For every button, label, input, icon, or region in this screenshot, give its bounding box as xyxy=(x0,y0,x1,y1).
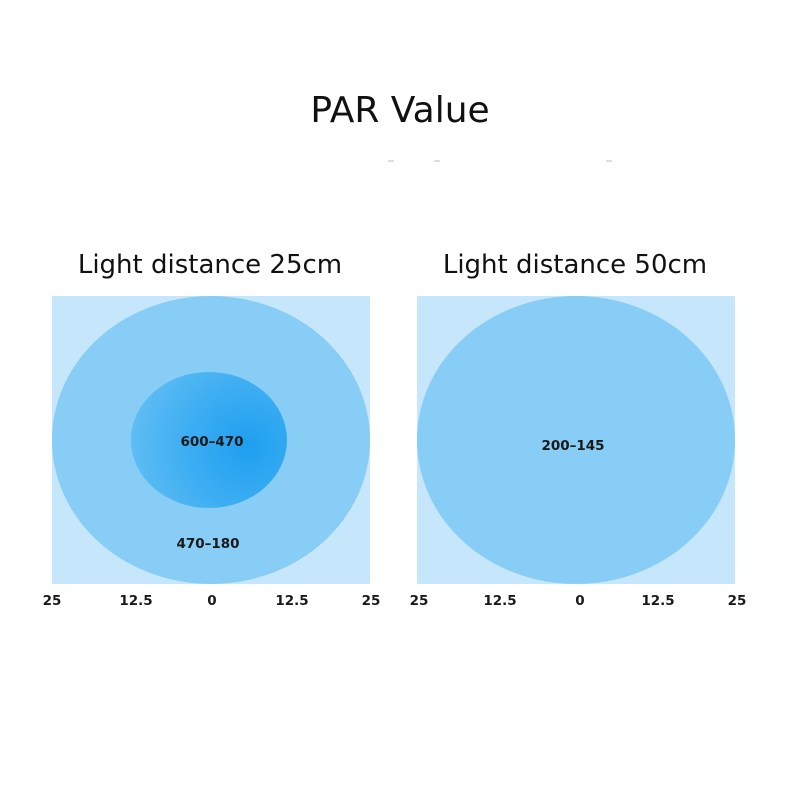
axis-tick: 12.5 xyxy=(119,593,153,609)
divider-dot xyxy=(606,160,612,162)
axis-tick: 25 xyxy=(361,593,381,609)
outer-zone-circle xyxy=(417,296,735,584)
axis-tick: 12.5 xyxy=(483,593,517,609)
divider-dots xyxy=(0,160,800,164)
axis-tick: 25 xyxy=(42,593,62,609)
par-plot-area: 200–145 xyxy=(417,296,735,584)
inner-zone-label: 600–470 xyxy=(180,434,244,450)
panel-heading: Light distance 25cm xyxy=(77,250,343,280)
distance-axis: 25 12.5 0 12.5 25 xyxy=(410,593,747,613)
divider-dot xyxy=(388,160,394,162)
outer-zone-label: 200–145 xyxy=(541,438,605,454)
axis-tick: 12.5 xyxy=(641,593,675,609)
axis-tick: 0 xyxy=(575,593,585,609)
page-title: PAR Value xyxy=(310,90,490,131)
axis-tick: 12.5 xyxy=(275,593,309,609)
par-plot-area: 600–470 470–180 xyxy=(52,296,370,584)
divider-dot xyxy=(434,160,440,162)
distance-axis: 25 12.5 0 12.5 25 xyxy=(43,593,381,613)
panel-heading: Light distance 50cm xyxy=(442,250,708,280)
outer-zone-label: 470–180 xyxy=(176,536,240,552)
axis-tick: 25 xyxy=(727,593,747,609)
axis-tick: 25 xyxy=(409,593,429,609)
axis-tick: 0 xyxy=(207,593,217,609)
inner-zone-circle xyxy=(131,372,287,508)
